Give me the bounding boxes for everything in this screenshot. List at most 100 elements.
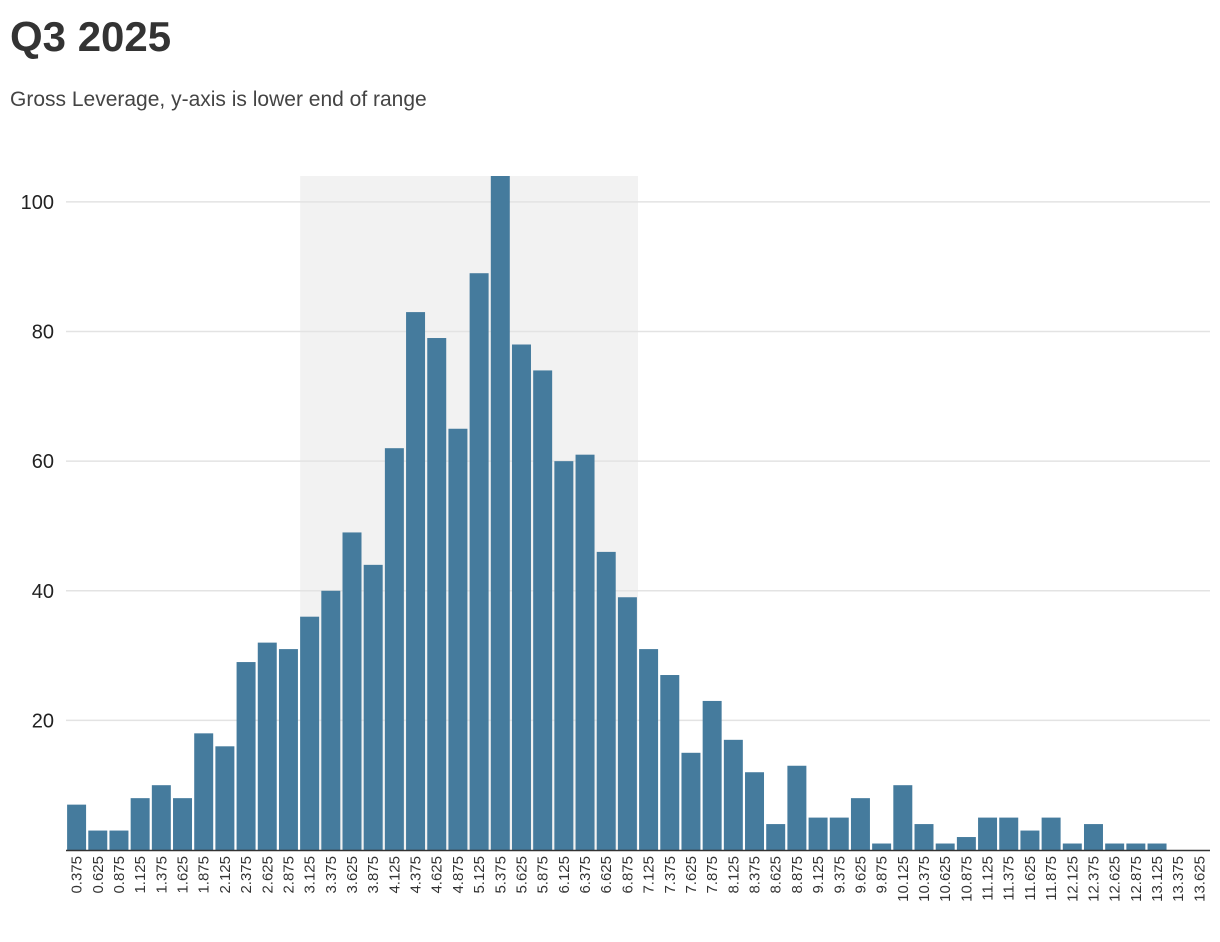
bar-9.625: [850, 798, 870, 850]
x-tick-label: 1.625: [175, 856, 192, 894]
y-tick-label: 40: [32, 581, 54, 603]
x-tick-label: 7.125: [641, 856, 658, 894]
bar-7.875: [702, 700, 722, 850]
bar-9.875: [872, 843, 892, 850]
x-tick-label: 8.625: [768, 856, 785, 894]
x-tick-label: 11.625: [1022, 856, 1039, 901]
x-tick-label: 9.125: [810, 856, 827, 894]
x-tick-label: 5.375: [492, 856, 509, 894]
y-tick-label: 80: [32, 322, 54, 344]
x-tick-label: 1.875: [196, 856, 213, 894]
x-tick-label: 4.625: [429, 856, 446, 894]
bar-6.125: [554, 461, 574, 850]
bar-0.375: [67, 804, 87, 850]
x-tick-label: 10.375: [916, 856, 933, 902]
x-tick-label: 9.375: [831, 856, 848, 894]
bar-11.125: [978, 817, 998, 850]
x-tick-label: 8.875: [789, 856, 806, 894]
bar-1.125: [130, 798, 150, 850]
bar-1.625: [173, 798, 193, 850]
chart-subtitle: Gross Leverage, y-axis is lower end of r…: [10, 88, 427, 111]
x-tick-label: 13.375: [1170, 856, 1187, 902]
x-tick-label: 0.375: [69, 856, 86, 894]
bar-2.625: [257, 642, 277, 850]
x-tick-label: 5.875: [535, 856, 552, 894]
y-tick-label: 60: [32, 451, 54, 473]
x-tick-label: 13.625: [1191, 856, 1208, 902]
x-tick-label: 10.625: [937, 856, 954, 902]
bar-0.625: [88, 830, 108, 850]
bar-6.375: [575, 454, 595, 850]
x-tick-label: 7.875: [704, 856, 721, 894]
bar-3.625: [342, 532, 362, 850]
gridlines: [66, 201, 1210, 722]
x-axis-ticks: 0.375 0.625 0.875 1.125 1.375 1.625 1.875 2.125…: [69, 856, 1209, 902]
x-tick-label: 12.875: [1128, 856, 1145, 902]
x-tick-label: 7.625: [683, 856, 700, 894]
bar-3.375: [321, 590, 341, 850]
x-tick-label: 1.125: [132, 856, 149, 894]
bar-2.125: [215, 746, 235, 850]
bar-10.625: [935, 843, 955, 850]
bar-3.875: [363, 564, 383, 850]
y-axis-ticks: 20 40 60 80 100: [21, 192, 54, 732]
x-tick-label: 10.125: [895, 856, 912, 902]
y-tick-label: 20: [32, 710, 54, 732]
bar-7.625: [681, 752, 701, 850]
bar-7.375: [660, 675, 680, 850]
bar-4.125: [384, 448, 404, 850]
bar-8.875: [787, 765, 807, 850]
x-tick-label: 9.625: [852, 856, 869, 894]
x-tick-label: 3.125: [302, 856, 319, 894]
x-tick-label: 6.375: [577, 856, 594, 894]
bar-1.875: [194, 733, 214, 850]
bar-7.125: [639, 649, 659, 850]
bar-12.625: [1105, 843, 1125, 850]
bar-6.875: [617, 597, 637, 850]
x-tick-label: 2.125: [217, 856, 234, 894]
bar-0.875: [109, 830, 129, 850]
x-tick-label: 0.625: [90, 856, 107, 894]
bar-2.875: [278, 649, 298, 850]
x-tick-label: 2.375: [238, 856, 255, 894]
x-tick-label: 13.125: [1149, 856, 1166, 902]
x-tick-label: 6.625: [598, 856, 615, 894]
x-tick-label: 11.125: [980, 856, 997, 901]
bar-11.375: [999, 817, 1019, 850]
x-tick-label: 3.875: [365, 856, 382, 894]
bar-5.125: [469, 273, 489, 850]
x-tick-label: 12.125: [1064, 856, 1081, 902]
bar-6.625: [596, 551, 616, 850]
bar-1.375: [151, 785, 171, 850]
bar-5.875: [533, 370, 553, 850]
x-tick-label: 8.125: [725, 856, 742, 894]
bar-9.375: [829, 817, 849, 850]
bar-11.625: [1020, 830, 1040, 850]
x-tick-label: 2.875: [280, 856, 297, 894]
x-tick-label: 1.375: [153, 856, 170, 894]
bar-8.125: [723, 739, 743, 850]
bar-8.375: [745, 772, 765, 850]
bar-3.125: [300, 616, 320, 850]
bar-9.125: [808, 817, 828, 850]
x-tick-label: 4.375: [408, 856, 425, 894]
bar-11.875: [1041, 817, 1061, 850]
bar-10.125: [893, 785, 913, 850]
bars: [67, 176, 1167, 850]
x-tick-label: 5.125: [471, 856, 488, 894]
bar-13.125: [1147, 843, 1167, 850]
x-tick-label: 9.875: [874, 856, 891, 894]
bar-12.875: [1126, 843, 1146, 850]
x-tick-label: 11.875: [1043, 856, 1060, 901]
bar-12.375: [1083, 824, 1103, 850]
y-tick-label: 100: [21, 192, 54, 214]
x-tick-label: 8.375: [747, 856, 764, 894]
x-tick-label: 12.375: [1085, 856, 1102, 902]
x-tick-label: 7.375: [662, 856, 679, 894]
bar-8.625: [766, 824, 786, 850]
x-tick-label: 2.625: [259, 856, 276, 894]
x-tick-label: 4.125: [386, 856, 403, 894]
x-tick-label: 3.375: [323, 856, 340, 894]
chart-title: Q3 2025: [10, 13, 172, 60]
